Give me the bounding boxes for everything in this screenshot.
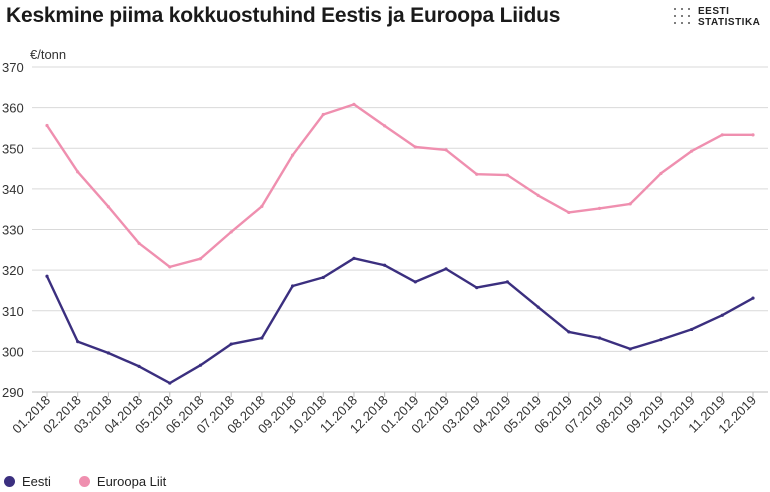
data-point-euroopa-liit-9 <box>290 153 295 157</box>
data-point-euroopa-liit-16 <box>505 173 510 177</box>
data-point-eesti-18 <box>567 330 571 334</box>
statistics-estonia-logo: EESTI STATISTIKA <box>672 6 766 32</box>
y-tick-label-310: 310 <box>2 304 24 319</box>
logo-dots-icon <box>672 6 694 28</box>
data-point-eesti-9 <box>290 284 295 288</box>
legend-marker-euroopa-liit <box>78 475 90 487</box>
y-tick-label-300: 300 <box>2 344 24 359</box>
data-point-euroopa-liit-2 <box>76 170 80 174</box>
data-point-euroopa-liit-12 <box>383 124 387 128</box>
y-axis: 290 300 310 320 330 340 350 360 370 <box>2 60 24 400</box>
data-point-euroopa-liit-6 <box>198 257 203 261</box>
data-point-euroopa-liit-1 <box>45 123 49 128</box>
logo-line-2: STATISTIKA <box>698 17 761 28</box>
data-point-euroopa-liit-17 <box>536 193 540 197</box>
y-tick-label-350: 350 <box>2 141 24 156</box>
data-point-eesti-3 <box>106 351 110 355</box>
data-point-eesti-14 <box>444 267 448 271</box>
chart-title: Keskmine piima kokkuostuhind Eestis ja E… <box>6 4 561 27</box>
data-point-eesti-24 <box>751 296 755 300</box>
y-tick-label-330: 330 <box>2 223 24 238</box>
y-tick-label-370: 370 <box>2 60 24 75</box>
data-point-euroopa-liit-7 <box>229 230 233 234</box>
data-point-eesti-16 <box>505 280 510 284</box>
data-point-euroopa-liit-19 <box>597 206 602 210</box>
data-point-euroopa-liit-13 <box>413 145 417 149</box>
data-point-eesti-13 <box>413 280 417 284</box>
data-point-euroopa-liit-14 <box>444 148 448 152</box>
data-point-eesti-8 <box>260 336 264 340</box>
data-point-eesti-22 <box>690 327 694 332</box>
legend-item-euroopa-liit[interactable]: Euroopa Liit <box>78 473 167 489</box>
series-line-euroopa-liit <box>45 103 755 269</box>
data-point-eesti-21 <box>659 337 663 342</box>
y-tick-label-340: 340 <box>2 182 24 197</box>
data-point-euroopa-liit-15 <box>475 172 479 176</box>
line-chart: 290 300 310 320 330 340 350 360 370 01.201802.20… <box>2 47 768 436</box>
data-point-euroopa-liit-11 <box>352 102 356 106</box>
y-tick-label-290: 290 <box>2 385 24 400</box>
data-point-eesti-20 <box>628 347 632 351</box>
data-point-euroopa-liit-24 <box>751 133 755 137</box>
data-point-eesti-4 <box>137 364 141 369</box>
data-point-eesti-19 <box>597 336 602 340</box>
data-point-eesti-7 <box>229 342 233 346</box>
data-point-eesti-17 <box>536 305 540 309</box>
data-point-eesti-11 <box>352 256 356 260</box>
data-point-euroopa-liit-4 <box>137 241 141 245</box>
logo-line-1: EESTI <box>698 6 730 17</box>
data-point-euroopa-liit-21 <box>659 171 663 176</box>
series-line-eesti <box>45 257 755 385</box>
data-point-euroopa-liit-10 <box>321 112 325 117</box>
y-tick-label-360: 360 <box>2 101 24 116</box>
data-point-eesti-5 <box>168 381 172 385</box>
data-point-eesti-15 <box>475 285 479 290</box>
data-point-euroopa-liit-3 <box>106 205 110 209</box>
y-tick-label-320: 320 <box>2 263 24 278</box>
data-point-eesti-10 <box>321 275 325 280</box>
data-point-euroopa-liit-8 <box>260 204 264 208</box>
legend-label-eesti: Eesti <box>22 473 51 489</box>
legend-item-eesti[interactable]: Eesti <box>4 474 51 489</box>
data-point-euroopa-liit-23 <box>720 133 724 137</box>
data-point-euroopa-liit-20 <box>628 202 632 206</box>
y-axis-unit-label: €/tonn <box>30 47 66 62</box>
data-point-euroopa-liit-22 <box>690 149 694 153</box>
series-group <box>45 102 755 385</box>
legend-marker-eesti <box>4 475 15 487</box>
data-point-euroopa-liit-18 <box>567 210 571 215</box>
data-point-eesti-6 <box>198 363 203 367</box>
data-point-euroopa-liit-5 <box>168 265 172 269</box>
data-point-eesti-1 <box>45 274 49 278</box>
data-point-eesti-23 <box>720 313 724 317</box>
grid-lines <box>32 66 768 393</box>
legend: Eesti Euroopa Liit <box>4 472 194 490</box>
data-point-eesti-12 <box>383 263 387 267</box>
x-axis: 01.201802.201803.201804.201805.201806.20… <box>9 392 759 436</box>
legend-label-euroopa-liit: Euroopa Liit <box>96 473 167 489</box>
data-point-eesti-2 <box>76 340 80 344</box>
